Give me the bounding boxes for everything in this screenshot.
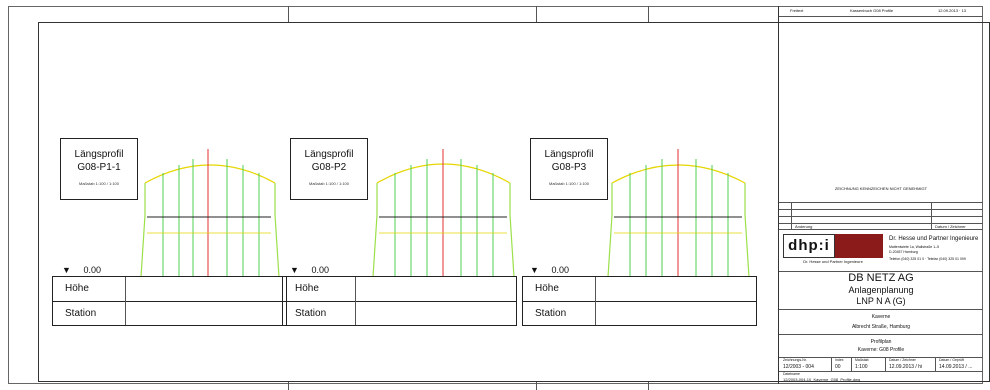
profile-2-drawing [372, 149, 515, 278]
project-line-2: LNP N A (G) [856, 296, 906, 306]
sheet-outer-frame [8, 6, 983, 384]
grid-tick [288, 382, 289, 390]
title-block-note: ZEICHNUNG KENNZEICHEN NICHT GENEHMIGT [834, 186, 928, 191]
meta-label-index: Index [835, 358, 844, 362]
profile-3-id: G08-P3 [551, 162, 587, 173]
logo-mark: dhp:i [783, 234, 835, 258]
profile-3-title: Längsprofil [544, 149, 594, 160]
grid-tick [648, 382, 649, 390]
profile-2-title: Längsprofil [304, 149, 354, 160]
meta-index: 00 [835, 364, 841, 370]
header-freitext: Freitext [790, 8, 804, 13]
grid-tick [536, 382, 537, 390]
client-name: DB NETZ AG [848, 272, 914, 284]
datum-marker-icon: ▼ [62, 265, 71, 275]
revision-header: Änderung [795, 224, 813, 229]
header-date: 12.09.2013 · 13 [938, 8, 967, 13]
project-line-1: Anlagenplanung [848, 285, 914, 295]
profile-2-id: G08-P2 [311, 162, 347, 173]
company-contact: Telefon (040) 325 01 0 · Telefax (040) 3… [889, 257, 966, 261]
revision-header-date: Datum / Zeichner [935, 224, 966, 229]
header-title: Kassenbuch G08 Profile [850, 8, 894, 13]
profile-1-row-hoehe: Höhe [65, 283, 89, 294]
meta-label-scale: Maßstab [855, 358, 869, 362]
company-address-2: D-20457 Hamburg [889, 250, 918, 254]
grid-tick [648, 6, 649, 22]
profile-1-scale: Maßstab 1:100 / 1:100 [78, 181, 120, 186]
datum-marker-icon: ▼ [530, 265, 539, 275]
profile-3-row-station: Station [535, 308, 567, 319]
profile-3-datum: ▼ 0.00 [530, 265, 569, 275]
profile-3-band: Höhe Station [522, 276, 757, 326]
company-name: Dr. Hesse und Partner Ingenieure [889, 236, 979, 242]
profile-2-row-hoehe: Höhe [295, 283, 319, 294]
profile-3-row-hoehe: Höhe [535, 283, 559, 294]
company-logo: dhp:i Dr. Hesse und Partner Ingenieure [783, 234, 883, 266]
profile-2-scale: Maßstab 1:100 / 1:100 [308, 181, 350, 186]
location-line-1: Kaverne [871, 314, 891, 320]
logo-subtitle: Dr. Hesse und Partner Ingenieure [803, 259, 863, 264]
meta-scale: 1:100 [855, 364, 868, 370]
grid-tick [536, 6, 537, 22]
profile-3-drawing [607, 149, 750, 278]
profile-1-title: Längsprofil [74, 149, 124, 160]
company-address-1: Mattentwiete 1a, Wallstraße 1–5 [889, 245, 940, 249]
file-label: Dateiname [783, 372, 800, 376]
drawing-title-1: Profilplan [870, 339, 892, 345]
profile-1-id: G08-P1-1 [77, 162, 121, 173]
meta-drawing-no: 12/2003 - 004 [783, 364, 814, 370]
logo-red-bar [835, 234, 883, 258]
profile-3-title-box: Längsprofil G08-P3 Maßstab 1:100 / 1:100 [530, 138, 608, 200]
profile-3-scale: Maßstab 1:100 / 1:100 [548, 181, 590, 186]
profile-1-band: Höhe Station [52, 276, 287, 326]
grid-tick [288, 6, 289, 22]
profile-2-band: Höhe Station [282, 276, 517, 326]
profile-2-title-box: Längsprofil G08-P2 Maßstab 1:100 / 1:100 [290, 138, 368, 200]
profile-2-datum: ▼ 0.00 [290, 265, 329, 275]
profile-1-row-station: Station [65, 308, 97, 319]
meta-label-date-drawn: Datum / Zeichner [889, 358, 916, 362]
meta-date-checked: 14.09.2013 / ... [939, 364, 973, 370]
profile-1-datum: ▼ 0.00 [62, 265, 101, 275]
profile-1-drawing [140, 149, 280, 278]
datum-marker-icon: ▼ [290, 265, 299, 275]
meta-date-drawn: 12.09.2013 / hi [889, 364, 923, 370]
meta-label-date-checked: Datum / Geprüft [939, 358, 964, 362]
meta-label-drawing-no: Zeichnungs-Nr. [783, 358, 807, 362]
file-name: 12/2003-004-10_Kaverne_G08_Profile.dwg [783, 377, 861, 382]
profile-2-row-station: Station [295, 308, 327, 319]
profile-1-title-box: Längsprofil G08-P1-1 Maßstab 1:100 / 1:1… [60, 138, 138, 200]
drawing-title-2: Kaverne: G08 Profile [857, 347, 905, 353]
title-block: ZEICHNUNG KENNZEICHEN NICHT GENEHMIGT Än… [778, 6, 983, 384]
location-line-2: Albrecht Straße, Hamburg [851, 324, 911, 330]
